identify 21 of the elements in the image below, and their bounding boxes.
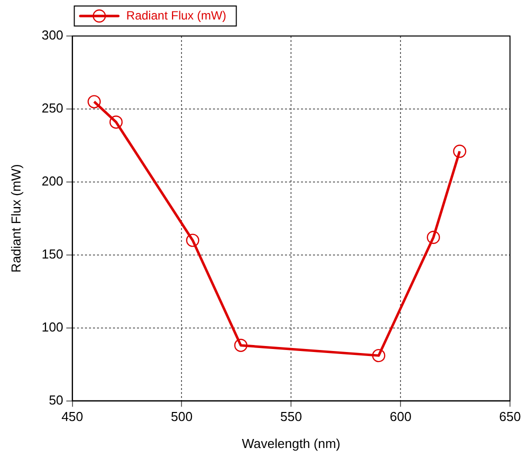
y-tick-label: 250	[42, 100, 64, 116]
x-tick-label: 500	[170, 409, 193, 424]
y-tick-label: 100	[42, 319, 64, 334]
point	[372, 348, 386, 362]
x-tick-label: 650	[499, 409, 521, 424]
legend-label: Radiant Flux (mW)	[126, 8, 226, 22]
x-tick-label: 550	[280, 409, 302, 424]
x-tick-label: 450	[61, 409, 84, 424]
point	[234, 338, 248, 352]
y-tick-label: 50	[48, 392, 64, 408]
x-axis-title: Wavelength (nm)	[242, 436, 340, 451]
point	[186, 234, 200, 247]
y-tick-label: 200	[42, 174, 64, 188]
y-axis-title: Radiant Flux (mW)	[8, 164, 24, 273]
point	[88, 95, 101, 108]
y-tick-label: 300	[42, 28, 64, 43]
point	[109, 115, 123, 129]
y-tick-label: 150	[42, 246, 64, 262]
x-tick-label: 600	[390, 409, 412, 424]
point	[426, 230, 440, 244]
point	[453, 144, 466, 158]
